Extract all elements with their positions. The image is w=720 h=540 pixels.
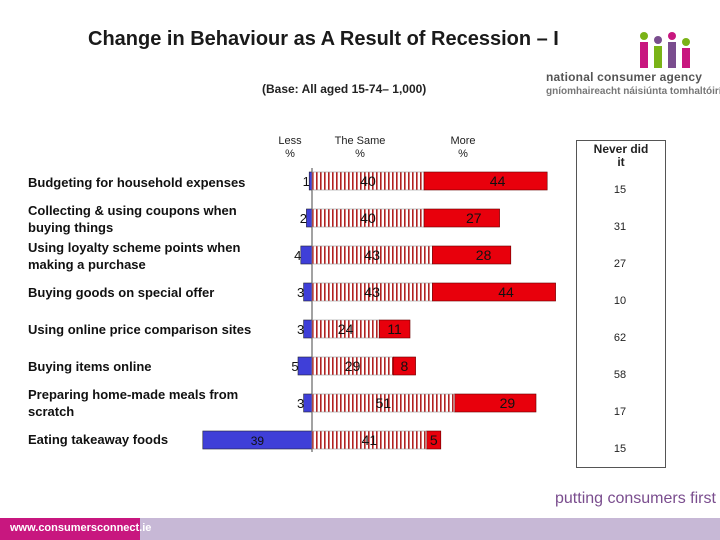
never-did-it-value: 10 bbox=[613, 295, 627, 307]
header-never: Never did it bbox=[593, 142, 649, 169]
footer-bar bbox=[140, 518, 720, 540]
bar-more bbox=[423, 208, 500, 228]
logo-name: national consumer agency bbox=[546, 70, 703, 84]
never-did-it-value: 62 bbox=[613, 332, 627, 344]
data-label-same: 24 bbox=[338, 321, 354, 337]
data-label-less: 4 bbox=[294, 248, 301, 263]
data-label-same: 40 bbox=[360, 173, 376, 189]
bar-more bbox=[378, 319, 411, 339]
logo: national consumer agency gníomhaireacht … bbox=[540, 30, 720, 110]
bar-less bbox=[303, 319, 313, 339]
footer-url-bar bbox=[0, 518, 140, 540]
data-label-less: 39 bbox=[251, 434, 265, 448]
bar-less bbox=[306, 208, 313, 228]
never-did-it-value: 31 bbox=[613, 221, 627, 233]
base-note: (Base: All aged 15-74– 1,000) bbox=[262, 82, 427, 96]
bar-more bbox=[432, 282, 556, 302]
row-label: Preparing home-made meals from scratch bbox=[28, 387, 239, 419]
data-label-less: 2 bbox=[300, 211, 307, 226]
data-label-more: 44 bbox=[498, 284, 514, 300]
row-label: Using online price comparison sites bbox=[28, 322, 252, 337]
bar-more bbox=[392, 356, 416, 376]
row-label: Eating takeaway foods bbox=[28, 432, 169, 447]
never-did-it-value: 17 bbox=[613, 406, 627, 418]
footer-url[interactable]: www.consumersconnect.ie bbox=[10, 522, 152, 534]
bar-more bbox=[426, 430, 442, 450]
data-label-more: 8 bbox=[401, 358, 409, 374]
bar-less bbox=[303, 393, 313, 413]
data-label-same: 40 bbox=[360, 210, 376, 226]
tagline: putting consumers first bbox=[555, 490, 716, 507]
data-label-same: 43 bbox=[364, 284, 380, 300]
never-did-it-value: 27 bbox=[613, 258, 627, 270]
data-label-same: 51 bbox=[376, 395, 392, 411]
header-same: The Same % bbox=[334, 135, 386, 160]
bar-more bbox=[454, 393, 537, 413]
never-did-it-value: 58 bbox=[613, 369, 627, 381]
bar-less bbox=[297, 356, 313, 376]
row-label: Using loyalty scheme points when making … bbox=[28, 240, 241, 272]
header-more: More % bbox=[450, 135, 476, 160]
people-icon bbox=[640, 32, 690, 68]
never-did-it-value: 15 bbox=[613, 184, 627, 196]
data-label-less: 3 bbox=[297, 285, 304, 300]
row-label: Collecting & using coupons when buying t… bbox=[28, 203, 237, 235]
row-label: Buying goods on special offer bbox=[28, 285, 215, 300]
data-label-more: 27 bbox=[466, 210, 482, 226]
logo-irish-name: gníomhaireacht náisiúnta tomhaltóirí bbox=[546, 86, 720, 97]
header-less: Less % bbox=[278, 135, 302, 160]
row-label: Budgeting for household expenses bbox=[28, 175, 246, 190]
data-label-more: 28 bbox=[476, 247, 492, 263]
bar-more bbox=[432, 245, 512, 265]
data-label-more: 44 bbox=[490, 173, 506, 189]
data-label-same: 41 bbox=[362, 432, 378, 448]
row-label: Buying items online bbox=[28, 359, 152, 374]
data-label-more: 5 bbox=[430, 432, 438, 448]
data-label-less: 3 bbox=[297, 396, 304, 411]
chart-title: Change in Behaviour as A Result of Reces… bbox=[88, 28, 559, 50]
bar-less bbox=[303, 282, 313, 302]
never-did-it-value: 15 bbox=[613, 443, 627, 455]
data-label-same: 29 bbox=[345, 358, 361, 374]
bar-more bbox=[423, 171, 548, 191]
data-label-more: 29 bbox=[500, 395, 516, 411]
data-label-less: 5 bbox=[291, 359, 298, 374]
data-label-less: 1 bbox=[303, 174, 310, 189]
data-label-same: 43 bbox=[364, 247, 380, 263]
bar-less bbox=[300, 245, 313, 265]
never-did-it-panel: Never did it bbox=[576, 140, 666, 468]
data-label-less: 3 bbox=[297, 322, 304, 337]
data-label-more: 11 bbox=[387, 321, 402, 337]
